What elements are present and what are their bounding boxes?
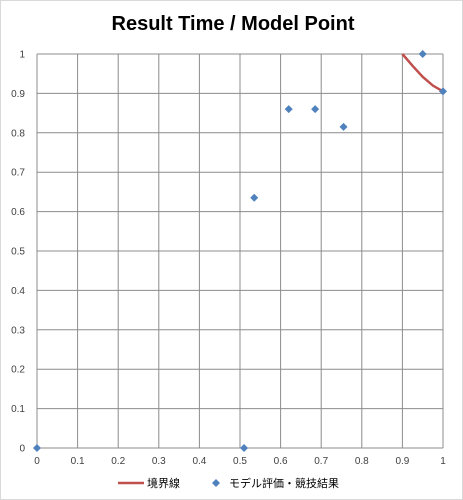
plot-series: [33, 50, 447, 452]
x-tick-label: 0.3: [152, 456, 166, 467]
boundary-line: [401, 53, 444, 93]
chart-title: Result Time / Model Point: [112, 13, 355, 35]
data-point: [418, 50, 427, 58]
x-tick-label: 0.6: [274, 456, 288, 467]
data-point: [284, 105, 293, 114]
legend-marker-swatch: [212, 479, 220, 487]
y-tick-label: 0.4: [11, 286, 25, 297]
legend: 境界線 モデル評価・競技結果: [118, 476, 339, 490]
y-tick-label: 1: [19, 50, 25, 61]
data-point: [250, 193, 259, 202]
tick-labels: 0 0.1 0.2 0.3 0.4 0.5 0.6 0.7 0.8 0.9 1 0 0.1 0.2 0.3 0…: [11, 50, 446, 468]
y-tick-label: 0.7: [11, 168, 25, 179]
legend-label-boundary: 境界線: [147, 476, 180, 490]
y-tick-label: 0.6: [11, 207, 25, 218]
y-tick-label: 0.1: [11, 404, 25, 415]
data-point: [339, 122, 348, 131]
x-tick-label: 0.1: [71, 456, 85, 467]
x-tick-label: 0.7: [314, 456, 328, 467]
y-tick-label: 0: [19, 444, 25, 455]
data-point: [240, 444, 249, 452]
y-tick-label: 0.8: [11, 128, 25, 139]
x-tick-label: 0.9: [395, 456, 409, 467]
x-tick-label: 1: [440, 456, 446, 467]
grid: [36, 53, 444, 449]
data-point: [33, 444, 41, 452]
x-tick-label: 0: [34, 456, 40, 467]
legend-label-results: モデル評価・競技結果: [229, 476, 339, 490]
x-tick-label: 0.4: [192, 456, 206, 467]
data-point: [311, 105, 320, 114]
y-tick-label: 0.9: [11, 89, 25, 100]
data-point: [439, 87, 447, 96]
y-tick-label: 0.5: [11, 247, 25, 258]
x-tick-label: 0.2: [111, 456, 125, 467]
y-tick-label: 0.3: [11, 325, 25, 336]
y-tick-label: 0.2: [11, 365, 25, 376]
x-tick-label: 0.8: [355, 456, 369, 467]
x-tick-label: 0.5: [233, 456, 247, 467]
